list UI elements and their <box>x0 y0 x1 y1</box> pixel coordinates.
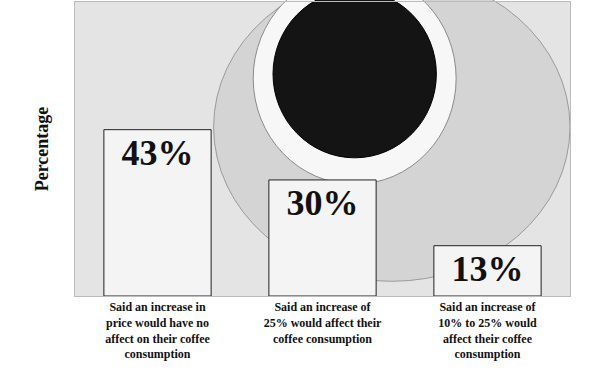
svg-text:13%: 13% <box>452 249 524 289</box>
svg-text:Said an increase of10% to 25%: Said an increase of10% to 25% wouldaffec… <box>438 300 537 361</box>
svg-text:Percentage: Percentage <box>32 107 52 192</box>
svg-text:Said an increase of25% would a: Said an increase of25% would affect thei… <box>264 300 382 345</box>
svg-text:Said an increase inprice would: Said an increase inprice would have noaf… <box>105 300 210 361</box>
svg-text:43%: 43% <box>122 133 194 173</box>
svg-text:30%: 30% <box>287 183 359 223</box>
